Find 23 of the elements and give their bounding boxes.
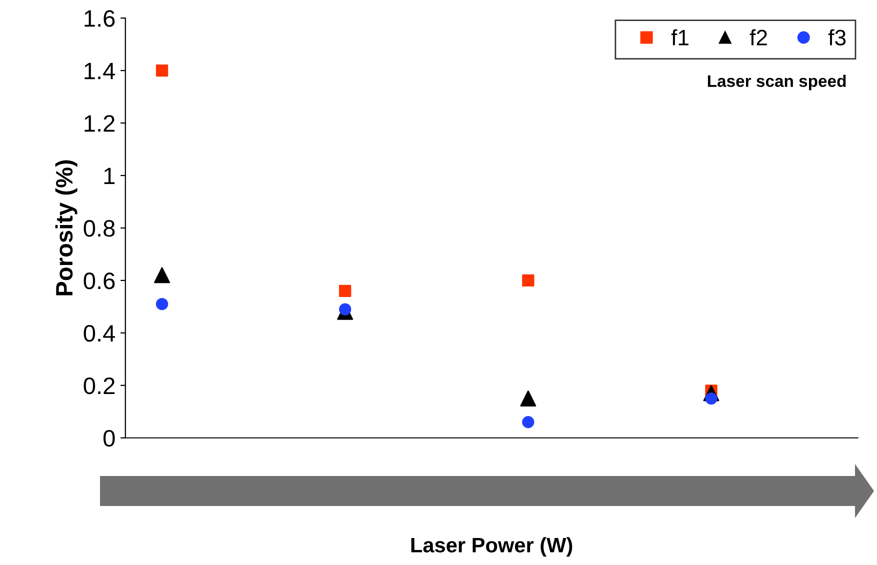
point (339, 303, 352, 316)
legend-label: f3 (828, 29, 846, 46)
y-tick-label: 0 (103, 430, 115, 447)
point (156, 298, 168, 310)
legend-label: f2 (750, 29, 767, 46)
y-tick-label: 1.4 (84, 62, 115, 80)
point (520, 390, 536, 406)
point (339, 284, 352, 298)
legend-title: Laser scan speed (708, 74, 846, 90)
y-axis-title: Porosity (%) (55, 160, 78, 296)
legend-label: f1 (671, 29, 688, 46)
y-tick-label: 1.2 (84, 115, 115, 132)
y-tick-label: 1 (104, 168, 115, 184)
y-tick-label: 0.8 (84, 220, 115, 237)
point (156, 64, 168, 77)
point (522, 274, 534, 287)
y-tick-label: 1.6 (84, 10, 115, 27)
point (522, 416, 534, 428)
y-tick-label: 0.6 (84, 272, 115, 290)
x-axis-title: Laser Power (W) (411, 537, 572, 557)
point (154, 267, 170, 284)
y-tick-label: 0.2 (84, 377, 115, 394)
y-tick-label: 0.4 (84, 324, 115, 342)
